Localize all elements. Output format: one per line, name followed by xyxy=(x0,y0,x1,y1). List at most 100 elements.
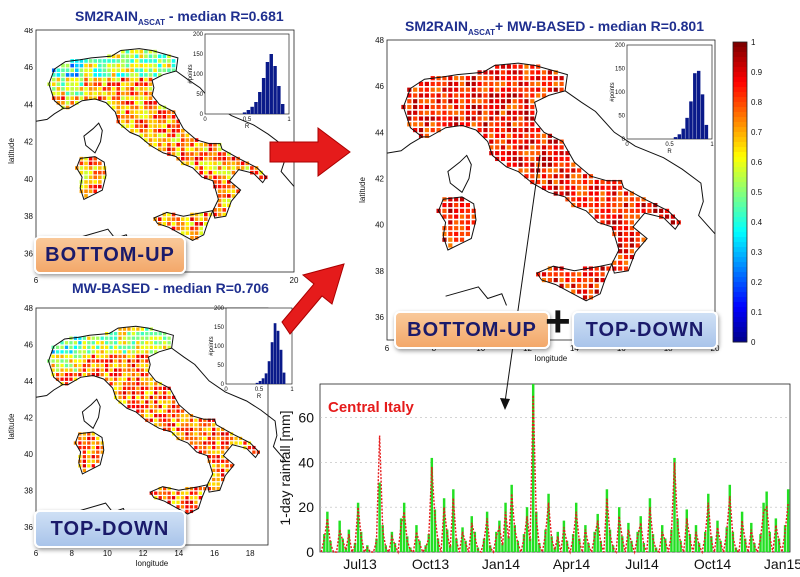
map-cell xyxy=(145,377,149,381)
rainfall-bar xyxy=(353,543,357,552)
map-cell xyxy=(130,63,134,68)
map-cell xyxy=(471,208,476,213)
map-cell xyxy=(227,166,231,170)
map-cell xyxy=(111,54,116,59)
map-cell xyxy=(158,486,162,491)
map-cell xyxy=(82,341,86,345)
map-cell xyxy=(130,91,134,96)
map-cell xyxy=(448,104,453,110)
map-cell xyxy=(65,68,70,73)
map-cell xyxy=(207,436,211,441)
map-cell xyxy=(122,332,127,336)
map-cell xyxy=(78,459,82,463)
map-cell xyxy=(91,363,95,368)
map-cell xyxy=(506,70,511,75)
map-cell xyxy=(194,217,199,221)
map-cell xyxy=(185,423,189,427)
map-cell xyxy=(588,277,593,283)
map-cell xyxy=(506,145,511,150)
map-cell xyxy=(541,93,547,98)
map-cell xyxy=(157,138,162,142)
map-cell xyxy=(600,191,605,196)
map-cell xyxy=(65,73,70,77)
map-cell xyxy=(148,59,153,63)
rainfall-bar xyxy=(430,457,434,552)
map-cell xyxy=(144,82,148,87)
colorbar: 00.10.20.30.40.50.60.70.80.91 xyxy=(732,38,763,347)
map-cell xyxy=(217,198,222,203)
map-cell xyxy=(204,175,208,180)
histogram-x-tick: 0 xyxy=(625,142,629,148)
map-cell xyxy=(148,91,153,96)
coastline-sardinia xyxy=(74,431,105,475)
map-cell xyxy=(204,152,208,156)
y-axis-label: latitude xyxy=(358,177,367,203)
map-cell xyxy=(536,151,541,156)
map-cell xyxy=(664,214,670,219)
map-cell xyxy=(180,418,185,422)
map-cell xyxy=(518,70,523,75)
map-cell xyxy=(541,76,547,81)
map-cell xyxy=(577,168,582,173)
map-cell xyxy=(618,243,623,248)
map-cell xyxy=(518,116,523,121)
map-cell xyxy=(127,395,131,400)
map-cell xyxy=(176,128,180,133)
map-cell xyxy=(212,459,216,463)
map-cell xyxy=(612,197,617,202)
map-cell xyxy=(524,156,529,162)
map-cell xyxy=(171,115,176,119)
map-cell xyxy=(448,226,453,231)
map-cell xyxy=(204,222,208,226)
map-cell xyxy=(465,208,470,213)
map-cell xyxy=(222,194,227,198)
map-cell xyxy=(121,82,125,87)
coastline-corsica xyxy=(83,122,103,154)
colorbar-segment xyxy=(733,147,747,153)
map-cell xyxy=(125,68,130,73)
map-cell xyxy=(125,101,130,105)
map-cell xyxy=(140,386,144,390)
map-cell xyxy=(116,63,121,68)
map-cell xyxy=(518,162,523,167)
map-cell xyxy=(454,220,459,225)
map-cell xyxy=(213,152,217,156)
map-cell xyxy=(541,272,547,277)
map-cell xyxy=(594,289,599,294)
map-cell xyxy=(84,170,88,175)
map-cell xyxy=(489,145,494,150)
map-cell xyxy=(171,128,176,133)
map-cell xyxy=(93,184,98,189)
map-cell xyxy=(102,175,107,180)
coastline-balkans xyxy=(564,90,716,235)
map-cell xyxy=(216,436,220,441)
map-cell xyxy=(231,161,236,166)
map-cell xyxy=(167,124,171,128)
map-cell xyxy=(489,87,494,92)
rainfall-bar xyxy=(535,511,538,552)
map-cell xyxy=(78,345,82,349)
map-cell xyxy=(559,76,564,81)
map-cell xyxy=(454,214,459,219)
map-cell xyxy=(459,237,465,242)
map-cell xyxy=(82,464,86,468)
map-cell xyxy=(227,184,231,189)
map-cell xyxy=(208,170,213,175)
map-cell xyxy=(157,59,162,63)
map-cell xyxy=(459,116,465,121)
map-cell xyxy=(113,363,118,368)
map-cell xyxy=(91,464,95,468)
map-cell xyxy=(506,156,511,162)
map-cell xyxy=(61,87,65,91)
map-cell xyxy=(130,87,134,91)
y-tick-label: 36 xyxy=(24,523,33,532)
colorbar-segment xyxy=(733,57,747,63)
histogram-y-tick: 0 xyxy=(200,112,204,118)
map-cell xyxy=(55,350,60,354)
coastline-balkans xyxy=(171,347,287,462)
map-cell xyxy=(199,147,203,152)
map-cell xyxy=(506,76,511,81)
map-cell xyxy=(127,377,131,381)
map-cell xyxy=(541,185,547,190)
colorbar-segment xyxy=(733,272,747,278)
